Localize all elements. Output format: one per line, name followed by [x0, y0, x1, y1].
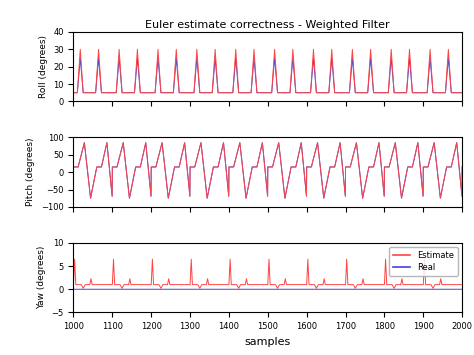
Y-axis label: Yaw (degrees): Yaw (degrees) [37, 246, 46, 309]
Y-axis label: Roll (degrees): Roll (degrees) [38, 35, 47, 98]
X-axis label: samples: samples [245, 337, 291, 347]
Legend: Estimate, Real: Estimate, Real [389, 247, 458, 276]
Y-axis label: Pitch (degrees): Pitch (degrees) [27, 138, 36, 206]
Title: Euler estimate correctness - Weighted Filter: Euler estimate correctness - Weighted Fi… [146, 20, 390, 30]
